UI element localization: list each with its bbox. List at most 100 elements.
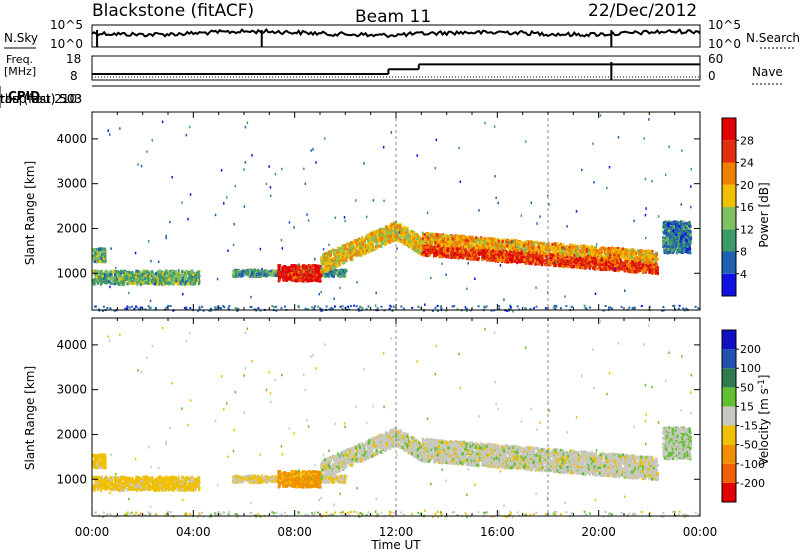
data-cell (384, 233, 386, 236)
freq-panel (92, 56, 700, 80)
data-cell (98, 256, 100, 259)
data-cell (117, 282, 119, 285)
data-cell (235, 269, 237, 272)
data-cell (308, 279, 310, 282)
nsky-label: N.Sky (4, 31, 38, 45)
data-cell (305, 278, 307, 281)
data-cell (188, 271, 190, 274)
data-cell (135, 279, 137, 282)
data-cell (109, 277, 111, 280)
data-cell (158, 274, 160, 277)
data-cell (333, 272, 335, 275)
data-cell (194, 272, 196, 275)
data-cell (356, 252, 358, 255)
data-cell (331, 274, 333, 277)
data-cell (147, 279, 149, 282)
data-cell (167, 281, 169, 284)
data-cell (191, 283, 193, 286)
data-cell (296, 273, 298, 276)
data-cell (325, 270, 327, 273)
noise-axis-bottom-left: 10^0 (50, 37, 83, 51)
data-cell (367, 247, 369, 250)
data-cell (92, 270, 94, 273)
data-cell (96, 276, 98, 279)
data-cell (162, 282, 164, 285)
data-cell (622, 247, 624, 250)
data-cell (349, 251, 351, 254)
data-cell (290, 272, 292, 275)
data-cell (194, 276, 196, 279)
data-cell (345, 254, 347, 257)
data-cell (247, 272, 249, 275)
data-cell (251, 271, 253, 274)
data-cell (351, 252, 353, 255)
data-cell (293, 264, 295, 267)
data-cell (348, 244, 350, 247)
data-cell (386, 237, 388, 240)
data-cell (293, 273, 295, 276)
data-cell (391, 224, 393, 227)
data-cell (368, 236, 370, 239)
data-cell (508, 244, 510, 247)
data-cell (360, 247, 362, 250)
freq-trace (92, 62, 700, 80)
data-cell (296, 268, 298, 271)
data-cell (137, 277, 139, 280)
data-cell (369, 249, 371, 252)
data-cell (182, 280, 184, 283)
data-cell (417, 242, 419, 245)
data-cell (413, 232, 415, 235)
data-cell (310, 275, 312, 278)
noise-axis-bottom-right: 10^0 (708, 37, 741, 51)
data-cell (417, 249, 419, 252)
data-cell (311, 279, 313, 282)
data-cell (303, 274, 305, 277)
data-cell (414, 247, 416, 250)
data-cell (198, 282, 200, 285)
data-cell (149, 282, 151, 285)
data-cell (296, 279, 298, 282)
data-cell (100, 257, 102, 260)
data-cell (356, 243, 358, 246)
data-cell (105, 250, 107, 253)
data-cell (166, 271, 168, 274)
data-cell (175, 270, 177, 273)
data-cell (278, 265, 280, 268)
data-cell (336, 256, 338, 259)
data-cell (136, 283, 138, 286)
data-cell (626, 260, 628, 263)
data-cell (112, 270, 114, 273)
data-cell (329, 271, 331, 274)
data-cell (104, 255, 106, 258)
data-cell (239, 270, 241, 273)
data-cell (307, 266, 309, 269)
data-cell (99, 260, 101, 263)
data-cell (112, 281, 114, 284)
date-title: 22/Dec/2012 (588, 1, 697, 21)
data-cell (94, 260, 96, 263)
data-cell (163, 277, 165, 280)
data-cell (344, 248, 346, 251)
data-cell (120, 270, 122, 273)
data-cell (108, 281, 110, 284)
data-cell (341, 250, 343, 253)
data-cell (123, 283, 125, 286)
data-cell (177, 275, 179, 278)
data-cell (333, 263, 335, 266)
data-cell (97, 270, 99, 273)
data-cell (328, 250, 330, 253)
data-cell (314, 264, 316, 267)
data-cell (340, 256, 342, 259)
data-cell (272, 271, 274, 274)
data-cell (295, 276, 297, 279)
freq-axis-top: 18 (66, 52, 81, 66)
data-cell (408, 243, 410, 246)
data-cell (268, 272, 270, 275)
data-cell (386, 230, 388, 233)
data-cell (283, 273, 285, 276)
data-cell (279, 273, 281, 276)
data-cell (258, 272, 260, 275)
data-cell (172, 282, 174, 285)
data-cell (145, 274, 147, 277)
